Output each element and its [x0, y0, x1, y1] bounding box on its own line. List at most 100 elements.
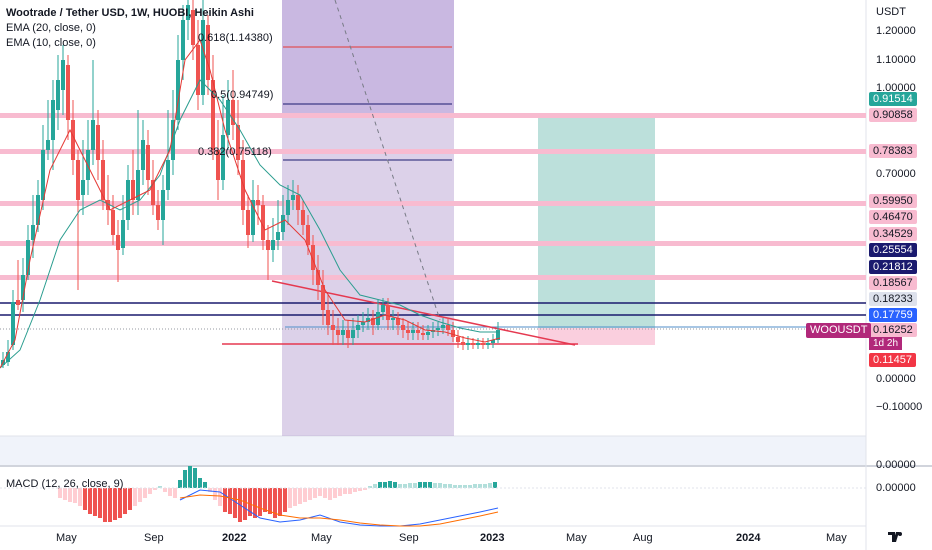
macd-histogram-bar: [353, 488, 357, 492]
macd-histogram-bar: [218, 488, 222, 506]
macd-histogram-bar: [183, 470, 187, 488]
macd-histogram-bar: [348, 488, 352, 494]
macd-histogram-bar: [98, 488, 102, 518]
macd-histogram-bar: [253, 488, 257, 518]
time-tick: May: [56, 532, 77, 544]
ema20-legend: EMA (20, close, 0): [6, 22, 96, 34]
macd-histogram-bar: [463, 485, 467, 488]
candle-body: [461, 342, 465, 345]
macd-histogram-bar: [193, 468, 197, 488]
candle-body: [156, 205, 160, 220]
candle-body: [16, 300, 20, 305]
price-tick: 1.00000: [876, 82, 916, 94]
candle-body: [381, 305, 385, 312]
macd-line: [179, 489, 499, 527]
macd-histogram-bar: [298, 488, 302, 504]
candle-body: [486, 343, 490, 345]
price-box: 0.46470: [869, 210, 917, 224]
candle-body: [236, 125, 240, 160]
candle-body: [51, 100, 55, 140]
candle-body: [161, 190, 165, 220]
macd-histogram-bar: [283, 488, 287, 512]
candle-body: [446, 325, 450, 330]
macd-histogram-bar: [88, 488, 92, 514]
macd-histogram-bar: [163, 488, 167, 492]
candle-body: [116, 235, 120, 250]
macd-histogram-bar: [318, 488, 322, 496]
fib-label-382: 0.382(0.75118): [198, 146, 272, 158]
macd-histogram-bar: [198, 478, 202, 488]
support-resistance-band: [0, 149, 866, 154]
macd-histogram-bar: [453, 485, 457, 488]
macd-histogram-bar: [358, 488, 362, 491]
price-box: 0.21812: [869, 260, 917, 274]
candle-body: [326, 310, 330, 325]
candle-body: [371, 318, 375, 325]
macd-histogram-bar: [63, 488, 67, 500]
candle-body: [321, 285, 325, 310]
macd-histogram-bar: [223, 488, 227, 512]
candle-body: [96, 125, 100, 160]
candle-body: [246, 210, 250, 235]
time-tick: 2022: [222, 532, 247, 544]
macd-histogram-bar: [158, 486, 162, 488]
price-box: 0.34529: [869, 227, 917, 241]
macd-histogram-bar: [333, 488, 337, 498]
candle-body: [341, 330, 345, 335]
candle-body: [346, 330, 350, 338]
candle-body: [251, 200, 255, 235]
macd-histogram-bar: [258, 488, 262, 516]
support-resistance-band: [0, 201, 866, 206]
macd-histogram-bar: [148, 488, 152, 494]
macd-histogram-bar: [483, 484, 487, 488]
price-tick: 1.20000: [876, 25, 916, 37]
macd-histogram-bar: [368, 486, 372, 488]
macd-histogram-bar: [323, 488, 327, 498]
candle-body: [361, 322, 365, 325]
macd-histogram-bar: [423, 482, 427, 488]
macd-histogram-bar: [233, 488, 237, 518]
tradingview-logo-icon[interactable]: [888, 531, 906, 543]
candle-body: [91, 120, 95, 150]
time-range-zone-top: [282, 0, 454, 115]
macd-histogram-bar: [103, 488, 107, 522]
macd-histogram-bar: [473, 484, 477, 488]
macd-histogram-bar: [288, 488, 292, 508]
candle-body: [226, 100, 230, 135]
candle-body: [451, 330, 455, 337]
macd-histogram-bar: [388, 481, 392, 488]
macd-histogram-bar: [243, 488, 247, 520]
volume-pane: [0, 436, 866, 466]
macd-histogram-bar: [133, 488, 137, 506]
price-box: 0.18567: [869, 276, 917, 290]
time-tick: May: [826, 532, 847, 544]
candle-body: [31, 225, 35, 240]
macd-histogram-bar: [468, 485, 472, 488]
candle-body: [481, 343, 485, 345]
time-tick: May: [311, 532, 332, 544]
long-position-target-zone: [538, 114, 655, 328]
candle-body: [441, 325, 445, 328]
macd-histogram-bar: [58, 488, 62, 498]
macd-histogram-bar: [328, 488, 332, 500]
candle-body: [476, 343, 480, 345]
candle-body: [266, 240, 270, 250]
candle-body: [421, 333, 425, 335]
volume-zero-tick: 0.00000: [876, 459, 916, 471]
candle-body: [191, 10, 195, 45]
candle-body: [111, 210, 115, 235]
candle-body: [26, 240, 30, 275]
macd-histogram-bar: [478, 484, 482, 488]
candle-body: [411, 330, 415, 333]
candle-body: [166, 160, 170, 190]
candle-body: [231, 100, 235, 125]
price-box: 0.91514: [869, 92, 917, 106]
macd-histogram-bar: [408, 483, 412, 488]
candle-body: [141, 140, 145, 170]
candle-body: [221, 135, 225, 180]
macd-histogram-bar: [448, 484, 452, 488]
macd-histogram-bar: [403, 484, 407, 488]
macd-histogram-bar: [413, 483, 417, 488]
candle-body: [286, 200, 290, 215]
